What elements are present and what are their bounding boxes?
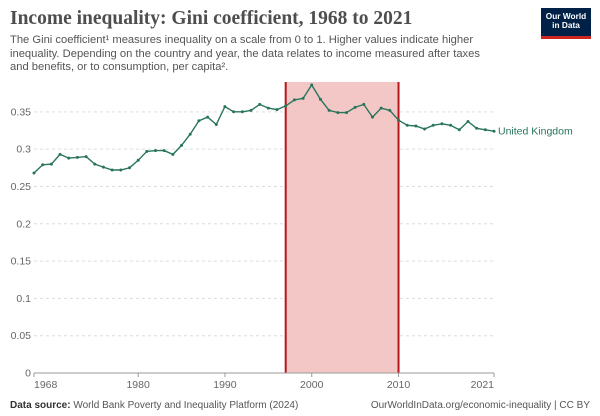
data-point — [414, 124, 418, 128]
data-point — [110, 168, 114, 172]
chart-title: Income inequality: Gini coefficient, 196… — [10, 8, 413, 29]
data-point — [197, 119, 201, 123]
data-point — [275, 108, 279, 112]
data-point — [423, 127, 427, 131]
series-label: United Kingdom — [498, 126, 573, 138]
data-point — [388, 108, 392, 112]
x-tick-label: 1980 — [126, 379, 150, 391]
data-point — [180, 143, 183, 147]
data-point — [353, 105, 357, 109]
data-point — [136, 158, 140, 162]
x-tick-label: 1968 — [34, 379, 58, 391]
data-point — [154, 149, 157, 153]
data-point — [310, 83, 314, 87]
data-point — [145, 149, 149, 153]
data-point — [162, 149, 166, 153]
data-point — [223, 105, 227, 109]
data-point — [240, 110, 244, 114]
data-point — [466, 120, 470, 123]
data-point — [475, 126, 479, 130]
data-point — [440, 122, 444, 126]
data-point — [431, 123, 435, 127]
data-point — [284, 104, 288, 108]
logo-line-2: in Data — [552, 20, 580, 31]
data-source-text[interactable]: World Bank Poverty and Inequality Platfo… — [73, 400, 299, 411]
y-tick-label: 0.35 — [11, 106, 32, 118]
series-layer: United Kingdom — [32, 83, 573, 175]
data-point — [301, 96, 305, 100]
data-point — [206, 115, 210, 119]
data-point — [41, 163, 45, 167]
data-point — [266, 106, 270, 110]
data-point — [292, 98, 296, 102]
y-tick-label: 0.2 — [16, 218, 31, 230]
chart-subtitle: The Gini coefficient¹ measures inequalit… — [10, 34, 480, 74]
data-source-label: Data source: — [10, 400, 71, 411]
data-point — [397, 118, 400, 122]
data-point — [188, 132, 192, 136]
data-point — [49, 162, 53, 166]
x-tick-label: 2021 — [471, 379, 495, 391]
data-point — [93, 162, 97, 166]
grid-lines — [34, 111, 494, 337]
data-point — [371, 115, 374, 119]
data-point — [405, 123, 409, 127]
data-point — [128, 166, 131, 170]
x-tick-label: 2010 — [387, 379, 411, 391]
data-point — [67, 156, 71, 160]
data-point — [379, 106, 383, 110]
data-point — [75, 155, 79, 159]
data-point — [258, 102, 262, 106]
y-tick-label: 0.25 — [11, 181, 32, 193]
data-point — [232, 110, 236, 114]
data-point — [336, 111, 340, 115]
data-point — [119, 168, 123, 172]
highlight-band — [285, 82, 399, 373]
data-point — [327, 108, 331, 112]
data-point — [318, 97, 322, 101]
data-point — [362, 102, 366, 106]
y-tick-label: 0.1 — [16, 293, 31, 305]
data-point — [101, 165, 105, 169]
y-tick-label: 0.05 — [11, 330, 32, 342]
data-point — [483, 128, 487, 132]
highlight-region — [284, 82, 400, 373]
axes: 0 0.05 0.1 0.15 0.2 0.25 0.3 0.35 1968 1980 1990 20… — [11, 106, 495, 391]
data-point — [249, 108, 253, 112]
x-tick-label: 1990 — [213, 379, 237, 391]
data-point — [58, 152, 62, 156]
owid-logo[interactable]: Our World in Data — [541, 8, 591, 39]
data-point — [32, 171, 36, 175]
data-point — [171, 152, 175, 156]
data-point — [214, 123, 218, 126]
footer-link[interactable]: OurWorldInData.org/economic-inequality |… — [370, 400, 590, 411]
data-point — [84, 155, 88, 159]
x-tick-label: 2000 — [300, 379, 324, 391]
series-line — [33, 83, 495, 174]
y-tick-label: 0 — [25, 368, 31, 380]
data-point — [449, 123, 453, 127]
y-tick-label: 0.15 — [11, 256, 32, 268]
y-tick-label: 0.3 — [16, 144, 31, 156]
data-point — [345, 111, 348, 115]
data-source: Data source: World Bank Poverty and Ineq… — [10, 400, 298, 411]
data-point — [457, 128, 461, 132]
data-point — [492, 129, 496, 133]
logo-line-1: Our World — [545, 11, 587, 21]
